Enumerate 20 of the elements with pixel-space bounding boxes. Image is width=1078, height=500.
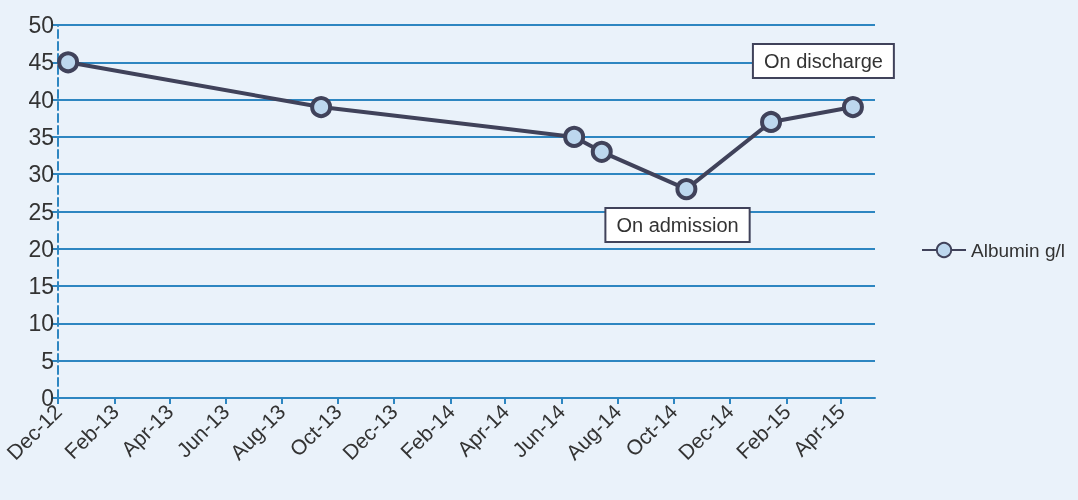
point [590,140,613,163]
y-tick-label: 25 [28,198,54,225]
point [310,96,333,119]
y-tick-label: 15 [28,273,54,300]
point [675,178,698,201]
annotation: On admission [616,214,739,237]
point [760,110,783,133]
point [563,125,586,148]
y-tick-label: 5 [41,347,54,374]
y-tick-label: 20 [28,235,54,262]
y-tick-label: 50 [28,12,54,38]
legend-label: Albumin g/l [971,239,1066,261]
y-tick-label: 30 [28,161,54,188]
y-tick-label: 45 [28,49,54,76]
y-tick-label: 40 [28,86,54,113]
annotation: On discharge [763,50,883,73]
y-tick-label: 35 [28,123,54,150]
point [841,96,864,119]
y-tick-label: 10 [28,310,54,337]
point [57,51,80,74]
